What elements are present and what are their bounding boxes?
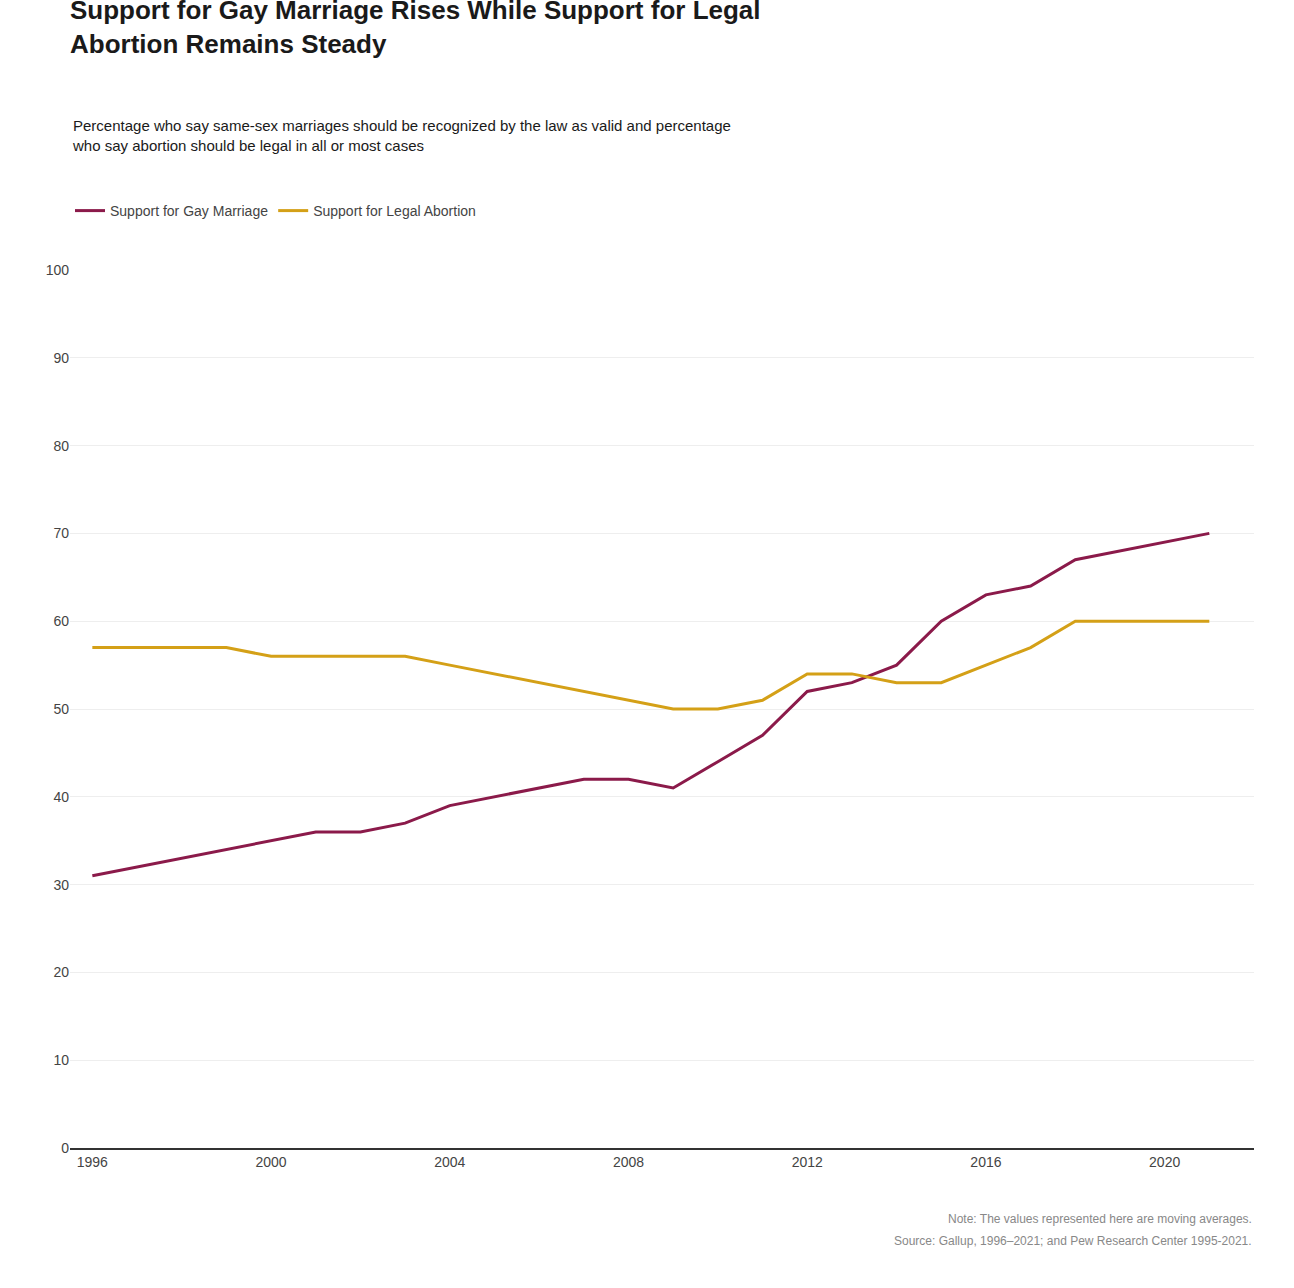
svg-text:2004: 2004 [434,1154,465,1170]
svg-text:80: 80 [53,438,69,454]
svg-text:60: 60 [53,613,69,629]
svg-text:Support for Legal Abortion: Support for Legal Abortion [313,203,476,219]
svg-text:Source: Gallup, 1996–2021; and: Source: Gallup, 1996–2021; and Pew Resea… [894,1234,1252,1248]
svg-text:50: 50 [53,701,69,717]
svg-text:10: 10 [53,1052,69,1068]
svg-text:Support for Gay Marriage Rises: Support for Gay Marriage Rises While Sup… [70,0,761,59]
svg-text:2020: 2020 [1149,1154,1180,1170]
svg-text:Support for Gay Marriage: Support for Gay Marriage [110,203,268,219]
svg-text:70: 70 [53,525,69,541]
svg-text:2012: 2012 [792,1154,823,1170]
svg-text:0: 0 [61,1140,69,1156]
svg-text:20: 20 [53,964,69,980]
svg-text:Percentage who say same-sex ma: Percentage who say same-sex marriages sh… [72,117,731,154]
svg-text:90: 90 [53,350,69,366]
svg-text:2016: 2016 [970,1154,1001,1170]
svg-text:2000: 2000 [255,1154,286,1170]
svg-text:2008: 2008 [613,1154,644,1170]
svg-text:1996: 1996 [77,1154,108,1170]
svg-text:40: 40 [53,789,69,805]
svg-text:30: 30 [53,877,69,893]
svg-text:100: 100 [46,262,70,278]
svg-text:Note: The values represented h: Note: The values represented here are mo… [948,1212,1252,1226]
